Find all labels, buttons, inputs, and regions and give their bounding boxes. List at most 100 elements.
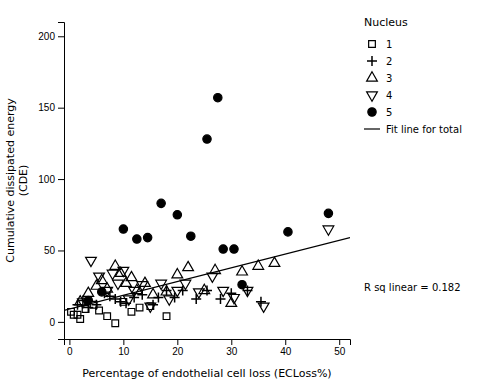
x-axis: 0 10 20 30 40 50 [65,339,351,357]
point [119,225,127,233]
point [173,211,181,219]
point [214,93,222,101]
x-tick: 20 [172,339,184,357]
legend-item: Fit line for total [364,124,462,135]
point [84,296,92,304]
chart: 0 10 20 30 40 50 0 50 100 150 200 Percentage of end… [0,0,500,387]
y-tick-label: 50 [44,245,56,256]
x-tick-label: 50 [334,346,346,357]
legend-swatch [364,128,380,129]
point [118,267,129,276]
y-tick-mark [58,179,64,180]
x-tick-label: 40 [280,346,292,357]
point [98,288,106,296]
y-axis: 0 50 100 150 200 [38,23,64,340]
point [136,304,143,311]
y-tick-label: 100 [38,174,55,185]
legend-item: 3 [367,72,393,84]
legend-label: 2 [386,56,392,67]
point [229,294,240,303]
y-axis-title-line: (CDE) [17,165,30,197]
point [156,280,167,289]
point [128,309,135,316]
legend-item: 5 [368,107,393,118]
point [112,320,119,327]
point [230,245,238,253]
legend-label: 4 [386,90,392,101]
point [256,297,266,307]
y-tick: 100 [38,174,64,185]
series [84,93,333,304]
point [172,269,183,278]
legend-item: 4 [367,90,393,102]
point [96,274,107,283]
x-tick: 0 [67,339,73,357]
series [72,285,265,312]
legend-swatch [367,72,378,81]
x-tick-label: 30 [226,346,238,357]
point [207,273,218,282]
point [203,135,211,143]
y-tick: 0 [49,317,64,328]
x-tick-mark [69,339,70,345]
x-tick: 10 [118,339,130,357]
point [148,289,159,298]
x-tick-mark [339,339,340,345]
x-tick: 40 [280,339,292,357]
legend-item: 2 [367,56,392,67]
marks [64,93,350,326]
point [123,296,134,305]
legend-label: 5 [386,107,392,118]
series [78,226,334,312]
legend-label: Fit line for total [386,124,462,135]
point [113,280,124,289]
point [323,226,334,235]
legend-label: 1 [386,39,392,50]
y-axis-title-line: Cumulative dissipated energy [4,98,17,263]
point [133,235,141,243]
point [258,303,269,312]
legend-label: 3 [386,73,392,84]
y-tick-mark [58,108,64,109]
point [163,313,170,320]
x-tick-label: 20 [172,346,184,357]
y-tick-label: 150 [38,102,55,113]
point [94,273,105,282]
y-tick-mark [58,322,64,323]
series [75,257,280,306]
point [187,232,195,240]
x-tick-mark [177,339,178,345]
plot: 0 10 20 30 40 50 0 50 100 150 200 Percentage of end… [4,16,462,380]
x-tick-mark [231,339,232,345]
point [164,296,175,305]
point [183,261,194,270]
point [107,270,118,279]
legend-item: 1 [369,39,393,50]
point [145,303,156,312]
point [218,287,229,296]
point [194,289,205,298]
y-tick-mark [58,36,64,37]
point [324,209,332,217]
point [172,287,183,296]
point [210,264,221,273]
x-axis-title: Percentage of endothelial cell loss (ECL… [82,367,331,380]
point [180,280,191,289]
point [143,233,151,241]
point [77,316,84,323]
legend-swatch [367,92,378,101]
y-tick-mark [58,250,64,251]
y-tick-label: 200 [38,31,55,42]
point [253,260,264,269]
point [126,271,137,280]
point [237,266,248,275]
legend-title: Nucleus [364,16,408,29]
y-tick: 200 [38,31,64,42]
point [137,282,148,291]
y-tick: 50 [44,245,64,256]
point [74,311,81,318]
x-tick-label: 10 [118,346,130,357]
x-tick-mark [123,339,124,345]
x-tick: 30 [226,339,238,357]
y-axis-title: Cumulative dissipated energy(CDE) [4,98,30,263]
